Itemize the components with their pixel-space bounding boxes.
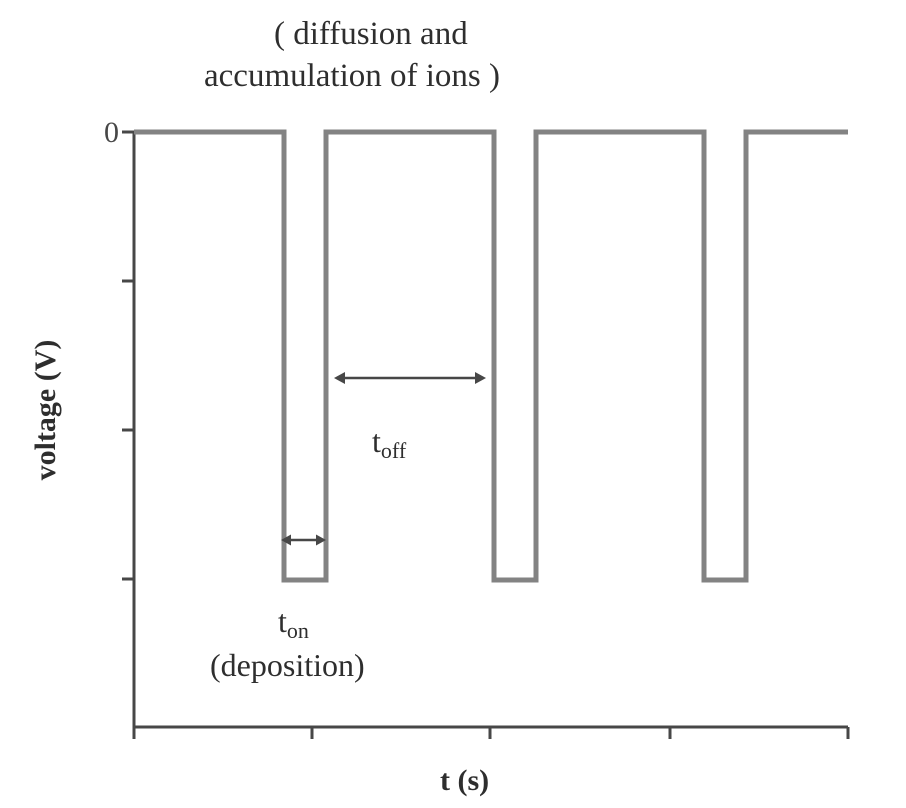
pulse-waveform-figure: toff ton (deposition) 0 t (s) voltage (V) ( di… [0, 0, 906, 808]
deposition-label: (deposition) [210, 647, 365, 683]
arrow-head-left [334, 372, 345, 384]
toff-label: toff [372, 423, 407, 463]
arrow-head-right [475, 372, 486, 384]
y-zero-label: 0 [104, 116, 119, 149]
y-axis-label: voltage (V) [29, 340, 62, 481]
voltage-waveform [134, 132, 848, 580]
ton-label: ton [278, 603, 309, 643]
caption-line-1: ( diffusion and [274, 16, 468, 52]
caption-line-2: accumulation of ions ) [204, 58, 500, 94]
x-axis-label: t (s) [440, 764, 489, 797]
